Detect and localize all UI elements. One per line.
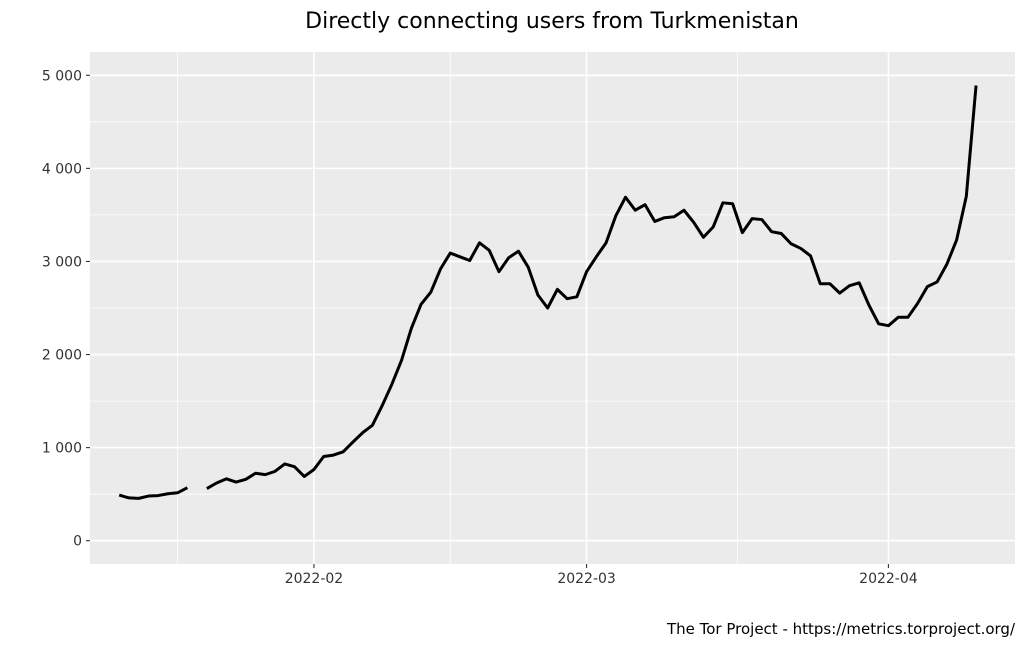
x-tick-label: 2022-03 xyxy=(557,571,616,587)
series-line-segment-2 xyxy=(206,85,978,490)
y-tick-label: 0 xyxy=(73,534,82,550)
y-tick-label: 3 000 xyxy=(42,254,82,270)
chart-title: Directly connecting users from Turkmenis… xyxy=(305,9,799,34)
y-axis: 0 1 000 2 000 3 000 4 000 5 000 xyxy=(42,68,90,550)
x-axis: 2022-02 2022-03 2022-04 xyxy=(285,564,918,587)
y-tick-label: 2 000 xyxy=(42,348,82,364)
major-gridlines xyxy=(90,52,1015,564)
x-tick-label: 2022-04 xyxy=(859,571,918,587)
chart-caption: The Tor Project - https://metrics.torpro… xyxy=(666,620,1016,638)
x-tick-label: 2022-02 xyxy=(285,571,344,587)
y-tick-label: 1 000 xyxy=(42,441,82,457)
y-tick-label: 5 000 xyxy=(42,68,82,84)
series-line-segment-1 xyxy=(118,486,189,500)
series-lines xyxy=(118,85,978,500)
y-tick-label: 4 000 xyxy=(42,161,82,177)
minor-gridlines xyxy=(90,52,1015,564)
